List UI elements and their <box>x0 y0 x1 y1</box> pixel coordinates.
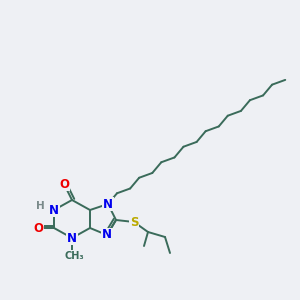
Text: H: H <box>36 201 44 211</box>
Text: CH₃: CH₃ <box>62 253 82 263</box>
Text: N: N <box>67 232 77 244</box>
Text: N: N <box>49 203 59 217</box>
Text: O: O <box>33 221 43 235</box>
Text: CH₃: CH₃ <box>64 251 84 261</box>
Text: S: S <box>130 215 138 229</box>
Text: N: N <box>102 229 112 242</box>
Text: N: N <box>67 232 77 244</box>
Text: O: O <box>59 178 69 190</box>
Text: N: N <box>103 197 113 211</box>
